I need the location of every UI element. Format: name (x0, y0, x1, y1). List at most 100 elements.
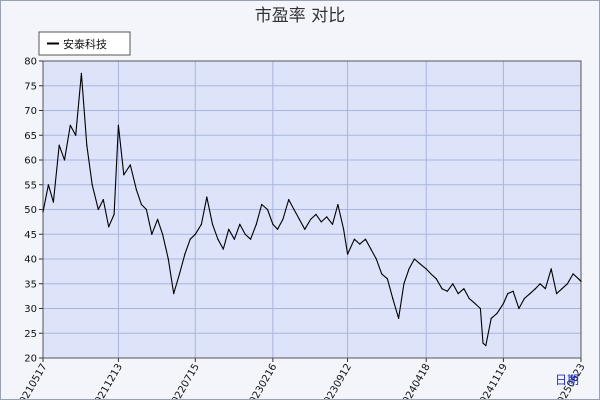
data-point (529, 293, 531, 295)
y-tick-label: 40 (24, 255, 37, 266)
data-point (189, 238, 191, 240)
data-point (482, 342, 484, 344)
data-point (490, 317, 492, 319)
data-point (370, 248, 372, 250)
data-point (140, 203, 142, 206)
data-point (113, 213, 115, 215)
data-point (304, 228, 306, 230)
data-point (63, 159, 66, 161)
data-point (572, 273, 574, 275)
y-tick-label: 55 (24, 180, 37, 191)
x-tick-label: 20230912 (319, 362, 354, 399)
data-point (129, 164, 131, 166)
data-point (200, 223, 202, 225)
x-tick-label: 20240418 (398, 362, 433, 399)
data-point (282, 218, 284, 220)
y-tick-label: 70 (24, 106, 37, 117)
data-point (364, 238, 367, 240)
data-point (474, 303, 476, 305)
legend-label: 安泰科技 (63, 37, 107, 51)
plot-area: 20 25 30 35 40 45 50 55 60 65 70 75 80 20210517 202112… (15, 57, 588, 400)
data-point (386, 278, 388, 280)
data-point (430, 273, 432, 275)
data-point (539, 283, 541, 285)
data-point (222, 248, 224, 250)
data-point (556, 293, 558, 295)
data-point (52, 201, 55, 203)
x-axis-title: 日期 (555, 373, 579, 387)
data-point (550, 268, 552, 270)
data-point (42, 211, 44, 213)
data-point (320, 221, 322, 223)
data-point (266, 208, 269, 211)
data-point (408, 268, 410, 270)
data-point (326, 216, 328, 218)
data-point (135, 189, 137, 191)
data-point (419, 263, 421, 265)
chart-title: 市盈率 对比 (255, 6, 345, 26)
y-tick-label: 45 (24, 230, 37, 241)
data-point (272, 223, 274, 225)
legend-box (38, 31, 131, 56)
data-point (173, 293, 175, 295)
data-point (228, 228, 230, 230)
data-point (561, 288, 563, 290)
data-point (108, 226, 110, 228)
data-point (381, 273, 383, 275)
data-point (276, 228, 279, 230)
y-tick-label: 65 (24, 131, 37, 142)
data-point (288, 199, 290, 201)
data-point (479, 307, 481, 310)
x-tick-label: 20241119 (475, 362, 510, 399)
data-point (315, 213, 317, 215)
x-tick-label: 20230216 (244, 362, 279, 399)
data-point (353, 238, 355, 240)
y-tick-label: 25 (24, 329, 37, 340)
data-point (310, 218, 312, 220)
data-point (446, 290, 448, 292)
y-tick-label: 30 (24, 304, 37, 315)
data-point (566, 283, 569, 285)
data-point (211, 223, 214, 225)
data-point (47, 184, 50, 186)
data-point (392, 298, 394, 300)
data-point (162, 233, 164, 235)
data-point (184, 253, 186, 255)
y-tick-label: 35 (24, 279, 37, 290)
data-point (518, 307, 520, 310)
data-point (496, 312, 498, 314)
data-point (425, 268, 427, 270)
data-point (151, 233, 153, 235)
data-point (441, 288, 443, 290)
data-point (102, 199, 104, 201)
data-point (337, 203, 339, 206)
data-point (523, 298, 525, 300)
y-tick-label: 75 (24, 81, 37, 92)
data-point (502, 303, 504, 305)
data-point (206, 196, 208, 198)
data-point (435, 278, 437, 280)
data-point (577, 278, 580, 280)
data-point (239, 223, 241, 225)
data-point (123, 174, 125, 176)
legend: 安泰科技 (38, 31, 131, 56)
data-point (331, 223, 334, 225)
data-point (80, 72, 82, 74)
data-point (145, 208, 147, 211)
y-tick-label: 20 (24, 354, 37, 365)
data-point (244, 233, 246, 235)
data-point (86, 144, 88, 146)
data-point (69, 124, 71, 126)
data-point (75, 134, 77, 136)
data-point (485, 345, 487, 347)
data-point (398, 317, 400, 319)
data-point (194, 233, 196, 235)
data-point (97, 208, 99, 211)
data-point (463, 288, 465, 290)
data-point (375, 258, 377, 260)
y-tick-label: 60 (24, 156, 37, 167)
data-point (343, 228, 345, 230)
data-point (217, 238, 219, 240)
